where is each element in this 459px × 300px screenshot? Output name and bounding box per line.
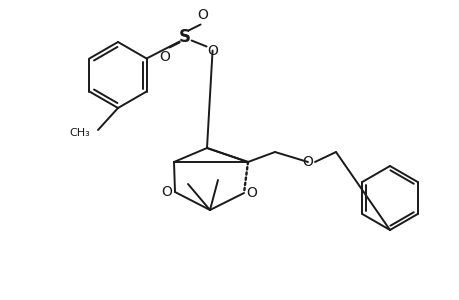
Text: O: O <box>246 186 257 200</box>
Text: O: O <box>207 44 218 58</box>
Text: O: O <box>161 185 172 199</box>
Text: O: O <box>302 155 313 169</box>
Text: O: O <box>197 8 207 22</box>
Text: O: O <box>159 50 170 64</box>
Text: S: S <box>178 28 190 46</box>
Text: CH₃: CH₃ <box>69 128 90 138</box>
